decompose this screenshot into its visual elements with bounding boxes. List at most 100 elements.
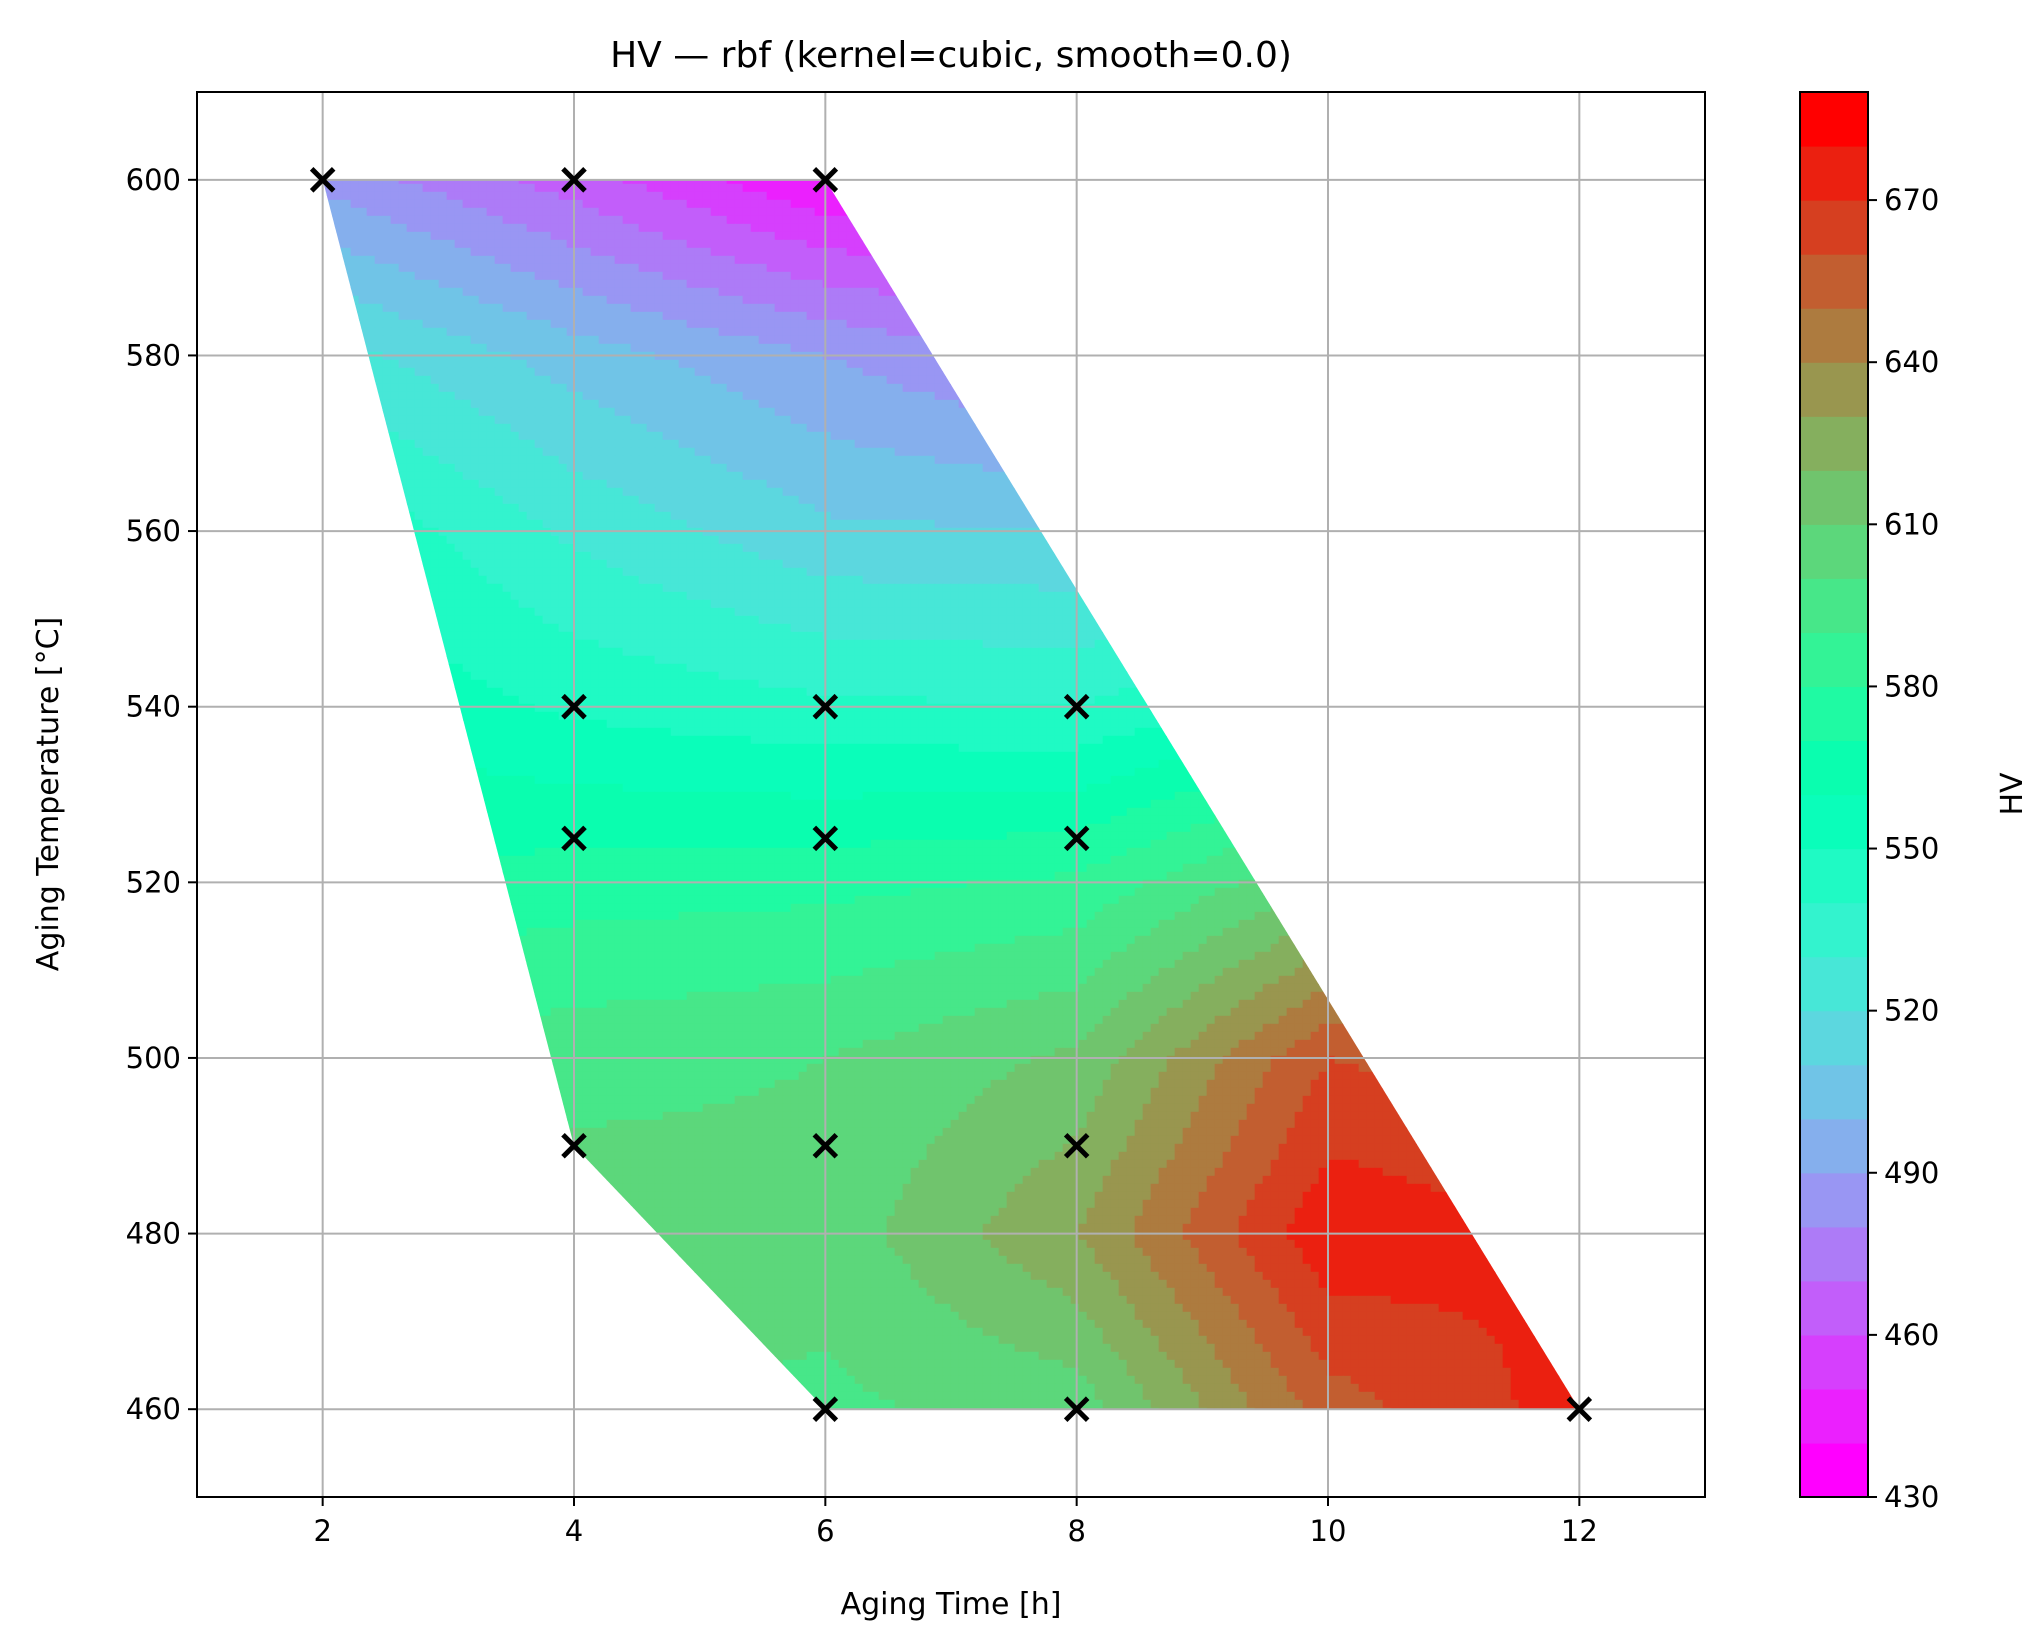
contour-cell [870,287,880,297]
contour-cell [342,215,352,225]
contour-cell [702,391,712,401]
contour-cell [566,287,576,297]
contour-cell [526,367,536,377]
contour-cell [966,191,976,201]
contour-cell [550,415,560,425]
contour-cell [766,423,776,433]
contour-cell [1406,223,1416,233]
contour-cell [1534,327,1544,337]
contour-cell [1334,383,1344,393]
contour-cell [382,295,392,305]
contour-cell [582,335,592,345]
contour-cell [1118,215,1128,225]
contour-cell [910,383,920,393]
contour-cell [974,359,984,369]
contour-cell [734,423,744,433]
contour-cell [798,303,808,313]
contour-cell [454,263,464,273]
contour-cell [390,311,400,321]
contour-cell [1566,207,1576,217]
contour-cell [1166,215,1176,225]
contour-cell [598,359,608,369]
contour-cell [606,303,616,313]
contour-cell [1494,239,1504,249]
contour-cell [1478,391,1488,401]
contour-cell [774,311,784,321]
contour-cell [1494,399,1504,409]
contour-cell [1070,295,1080,305]
contour-cell [1238,383,1248,393]
contour-cell [1142,359,1152,369]
contour-cell [846,423,856,433]
contour-cell [1558,375,1568,385]
contour-cell [966,359,976,369]
contour-cell [1366,215,1376,225]
contour-cell [1214,295,1224,305]
contour-cell [334,287,344,297]
contour-cell [614,327,624,337]
contour-cell [382,343,392,353]
contour-cell [902,327,912,337]
contour-cell [1142,239,1152,249]
contour-cell [702,359,712,369]
contour-cell [918,311,928,321]
contour-cell [470,199,480,209]
contour-cell [1286,207,1296,217]
contour-cell [334,383,344,393]
contour-cell [1110,239,1120,249]
contour-cell [1534,367,1544,377]
contour-cell [478,407,488,417]
contour-cell [1118,263,1128,273]
contour-cell [686,179,696,185]
contour-cell [870,223,880,233]
contour-cell [1070,303,1080,313]
contour-cell [942,231,952,241]
contour-cell [734,335,744,345]
contour-cell [1286,407,1296,417]
contour-cell [1022,343,1032,353]
contour-cell [366,255,376,265]
contour-cell [710,247,720,257]
contour-cell [558,295,568,305]
contour-cell [1302,263,1312,273]
contour-cell [686,343,696,353]
contour-cell [1334,367,1344,377]
contour-cell [1078,239,1088,249]
contour-cell [1558,343,1568,353]
contour-cell [430,423,440,433]
contour-cell [358,295,368,305]
contour-cell [486,287,496,297]
contour-cell [1182,303,1192,313]
contour-cell [1206,255,1216,265]
contour-cell [1583,408,1592,417]
contour-cell [1310,239,1320,249]
contour-cell [518,223,528,233]
contour-cell [710,191,720,201]
contour-cell [798,295,808,305]
contour-cell [1382,271,1392,281]
contour-cell [566,327,576,337]
contour-cell [502,255,512,265]
contour-cell [998,183,1008,193]
contour-cell [1142,279,1152,289]
contour-cell [1262,367,1272,377]
contour-cell [446,359,456,369]
contour-cell [974,303,984,313]
contour-cell [1310,223,1320,233]
contour-cell [1518,247,1528,257]
contour-cell [1174,343,1184,353]
contour-cell [478,271,488,281]
contour-cell [958,255,968,265]
contour-cell [998,279,1008,289]
contour-cell [1006,223,1016,233]
contour-cell [1198,327,1208,337]
contour-cell [406,335,416,345]
contour-cell [334,215,344,225]
contour-cell [1510,343,1520,353]
contour-cell [1134,311,1144,321]
contour-cell [750,183,760,193]
contour-cell [950,295,960,305]
contour-cell [638,191,648,201]
contour-cell [382,423,392,433]
contour-cell [486,183,496,193]
